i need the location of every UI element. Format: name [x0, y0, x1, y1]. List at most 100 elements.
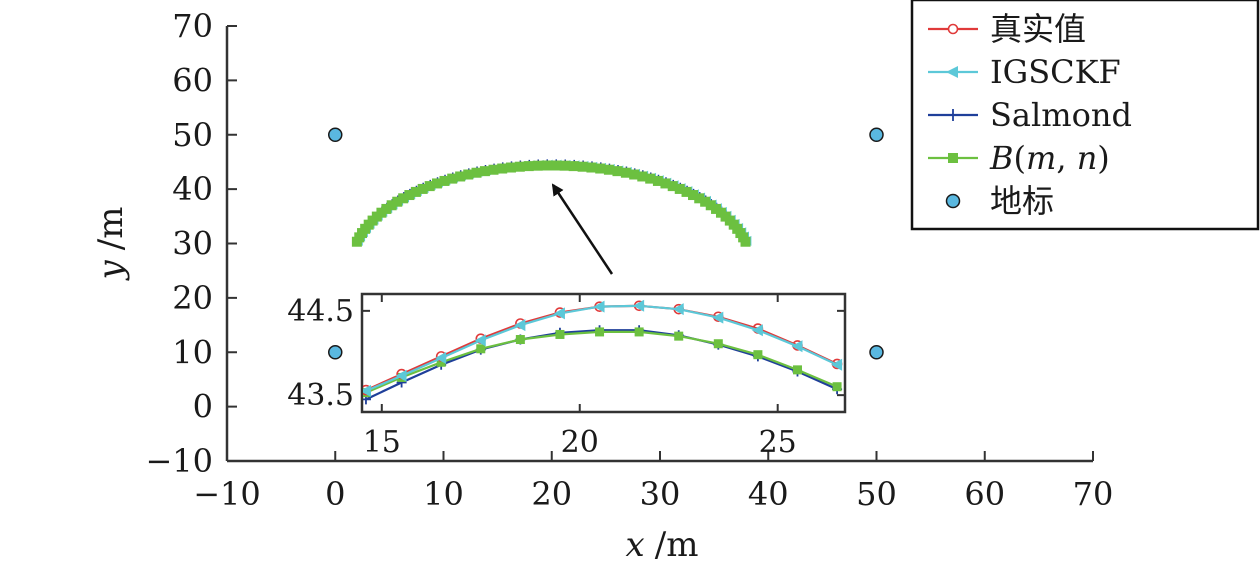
main-ticks: −10 0 10 20 30 40 50 60 70 −10 0 10 20 30 40 50 60 70 — [145, 7, 1113, 513]
x-tick-label: 40 — [748, 475, 789, 513]
y-axis-title: y/m — [91, 207, 131, 282]
inset-point-igsckf — [751, 324, 763, 337]
legend-item: 真实值 — [928, 10, 1086, 48]
inset-point-igsckf — [553, 307, 565, 320]
inset-point-bmn — [792, 365, 802, 375]
trajectory-point-bmn — [603, 164, 614, 175]
trajectory-line-bmn — [356, 164, 747, 243]
trajectory-point-bmn — [559, 160, 570, 171]
y-tick-label: 20 — [172, 279, 213, 317]
inset-point-bmn — [555, 329, 565, 339]
inset-frame — [360, 292, 847, 414]
inset-point-igsckf — [395, 369, 407, 382]
inset-y-tick-label: 43.5 — [287, 378, 354, 413]
inset-point-igsckf — [593, 300, 605, 313]
y-tick-label: 40 — [172, 170, 213, 208]
legend-marker — [948, 153, 958, 163]
trajectory-line-salmond — [356, 162, 747, 241]
legend-marker — [945, 193, 961, 209]
inset-y-tick-label: 44.5 — [287, 294, 354, 329]
legend-label: Salmond — [990, 96, 1132, 134]
inset-point-igsckf — [363, 384, 371, 397]
trajectory-point-bmn — [523, 161, 534, 172]
trajectory-point-bmn — [505, 162, 516, 173]
trajectory-point-bmn — [586, 162, 597, 173]
inset-point-igsckf — [672, 303, 684, 316]
trajectory-point-bmn — [479, 166, 490, 177]
trajectory-point-bmn — [620, 167, 631, 178]
inset-point-igsckf — [633, 299, 645, 312]
landmark-point — [869, 127, 884, 142]
x-tick-label: 50 — [856, 475, 897, 513]
inset-point-igsckf — [712, 311, 724, 324]
y-tick-label: 50 — [172, 116, 213, 154]
trajectory-series — [351, 159, 752, 247]
trajectory-point-bmn — [463, 169, 474, 180]
legend-label: 地标 — [990, 182, 1054, 220]
legend-item: B(m, n) — [928, 139, 1110, 177]
y-tick-label: 30 — [172, 225, 213, 263]
x-axis-title: x/m — [626, 525, 699, 565]
x-tick-label: 20 — [531, 475, 572, 513]
inset-point-igsckf — [474, 334, 486, 347]
inset-x-tick-label: 20 — [561, 425, 599, 460]
trajectory-point-bmn — [488, 164, 499, 175]
legend-label: IGSCKF — [990, 53, 1121, 91]
x-tick-label: 0 — [325, 475, 345, 513]
inset-point-igsckf — [791, 340, 803, 353]
x-tick-label: −10 — [193, 475, 261, 513]
trajectory-point-bmn — [612, 166, 623, 177]
inset-point-bmn — [753, 350, 763, 360]
legend-item: IGSCKF — [928, 53, 1121, 91]
x-tick-label: 30 — [640, 475, 681, 513]
trajectory-point-bmn — [532, 160, 543, 171]
inset-point-igsckf — [435, 352, 447, 365]
inset-point-bmn — [436, 357, 446, 367]
legend-label: B(m, n) — [989, 139, 1110, 177]
x-tick-label: 70 — [1073, 475, 1114, 513]
y-tick-label: 60 — [172, 61, 213, 99]
inset-point-igsckf — [514, 319, 526, 332]
x-tick-label: 10 — [423, 475, 464, 513]
inset-x-tick-label: 15 — [363, 425, 401, 460]
trajectory-point-bmn — [497, 163, 508, 174]
landmark-point — [328, 345, 343, 360]
trajectory-point-bmn — [471, 167, 482, 178]
y-tick-label: 10 — [172, 333, 213, 371]
inset-point-bmn — [832, 382, 842, 392]
inset-point-bmn — [634, 327, 644, 337]
trajectory-point-bmn — [595, 163, 606, 174]
inset-point-bmn — [674, 331, 684, 341]
trajectory-point-bmn — [541, 160, 552, 171]
legend-item: 地标 — [945, 182, 1054, 220]
trajectory-point-bmn — [568, 161, 579, 172]
trajectory-point-bmn — [550, 160, 561, 171]
legend: 真实值 IGSCKF Salmond B(m, n) 地标 — [910, 0, 1260, 231]
landmarks — [328, 127, 884, 360]
landmark-point — [869, 345, 884, 360]
inset-point-bmn — [476, 344, 486, 354]
landmark-point — [328, 127, 343, 142]
inset-point-bmn — [515, 335, 525, 345]
inset-point-igsckf — [831, 358, 843, 371]
inset-point-bmn — [713, 339, 723, 349]
x-tick-label: 60 — [964, 475, 1005, 513]
y-tick-label: −10 — [145, 442, 213, 480]
legend-marker — [948, 109, 958, 121]
trajectory-point-bmn — [514, 161, 525, 172]
trajectory-line-truth — [356, 163, 747, 242]
trajectory-point-bmn — [577, 161, 588, 172]
legend-marker — [946, 66, 958, 78]
inset-point-bmn — [595, 327, 605, 337]
legend-item: Salmond — [928, 96, 1132, 134]
inset-plot: 15 20 25 43.5 44.5 — [287, 292, 847, 460]
legend-marker — [947, 23, 959, 35]
y-tick-label: 0 — [193, 388, 213, 426]
zoom-arrow — [551, 183, 614, 275]
inset-series — [363, 299, 843, 405]
trajectory-point-bmn — [740, 236, 751, 247]
trajectory-line-igsckf — [357, 163, 749, 242]
y-tick-label: 70 — [172, 7, 213, 45]
inset-x-tick-label: 25 — [759, 425, 797, 460]
